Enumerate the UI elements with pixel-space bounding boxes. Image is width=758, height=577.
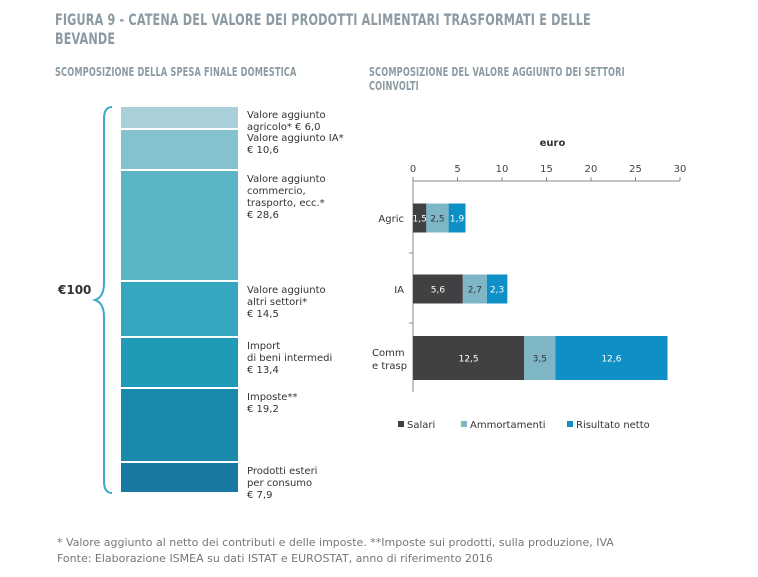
bar-segment: [413, 203, 427, 233]
bar-segment: [413, 336, 525, 380]
x-tick-label: 10: [496, 164, 509, 175]
legend-swatch: [567, 421, 573, 427]
spending-segment-label: Valore aggiunto altri settori* € 14,5: [247, 284, 326, 320]
spending-segment: [121, 130, 238, 170]
bar-value-label: 3,5: [533, 355, 547, 365]
legend-label: Salari: [407, 420, 435, 431]
spending-segment-label: Valore aggiunto IA* € 10,6: [247, 133, 344, 157]
x-tick-label: 0: [410, 164, 416, 175]
bar-value-label: 1,5: [413, 215, 427, 225]
total-brace: [92, 106, 113, 494]
bar-value-label: 1,9: [450, 215, 465, 225]
x-tick-label: 25: [629, 164, 642, 175]
bar-segment: [426, 203, 449, 233]
category-label: Comm e trasp: [372, 348, 407, 372]
bar-segment: [448, 203, 466, 233]
bar-segment: [462, 274, 487, 304]
spending-segment-label: Valore aggiunto commercio, trasporto, ec…: [247, 174, 326, 222]
bar-value-label: 12,5: [459, 355, 479, 365]
x-axis-label: euro: [540, 138, 566, 149]
spending-segment-label: Imposte** € 19,2: [247, 392, 298, 416]
figure-title: FIGURA 9 - CATENA DEL VALORE DEI PRODOTT…: [55, 10, 591, 48]
category-label: IA: [394, 285, 404, 296]
bar-segment: [413, 274, 463, 304]
spending-segment: [121, 463, 238, 492]
spending-segment-label: Import di beni intermedi € 13,4: [247, 340, 333, 376]
source-note: Fonte: Elaborazione ISMEA su dati ISTAT …: [57, 552, 493, 565]
bar-segment: [524, 336, 556, 380]
legend-label: Ammortamenti: [470, 420, 546, 431]
x-tick-label: 30: [674, 164, 687, 175]
spending-segment-label: Valore aggiunto agricolo* € 6,0: [247, 110, 326, 133]
legend-swatch: [461, 421, 467, 427]
bar-value-label: 12,6: [601, 355, 621, 365]
spending-segment: [121, 171, 238, 280]
x-tick-label: 20: [585, 164, 598, 175]
bar-value-label: 2,3: [490, 286, 504, 296]
spending-segment: [121, 389, 238, 462]
right-panel-title: SCOMPOSIZIONE DEL VALORE AGGIUNTO DEI SE…: [369, 65, 625, 93]
x-tick-label: 5: [454, 164, 460, 175]
legend-swatch: [398, 421, 404, 427]
bar-segment: [555, 336, 668, 380]
bar-segment: [486, 274, 508, 304]
total-label: €100: [58, 283, 92, 297]
x-tick-label: 15: [540, 164, 553, 175]
spending-segment: [121, 337, 238, 388]
spending-segment-label: Prodotti esteri per consumo € 7,9: [247, 466, 318, 502]
bar-value-label: 5,6: [431, 286, 446, 296]
bar-value-label: 2,7: [468, 286, 482, 296]
footnote: * Valore aggiunto al netto dei contribut…: [57, 536, 614, 549]
spending-segment: [121, 281, 238, 336]
spending-segment: [121, 107, 238, 129]
category-label: Agric: [378, 214, 404, 225]
bar-value-label: 2,5: [430, 215, 444, 225]
legend-label: Risultato netto: [576, 420, 650, 431]
left-panel-title: SCOMPOSIZIONE DELLA SPESA FINALE DOMESTI…: [55, 65, 297, 79]
